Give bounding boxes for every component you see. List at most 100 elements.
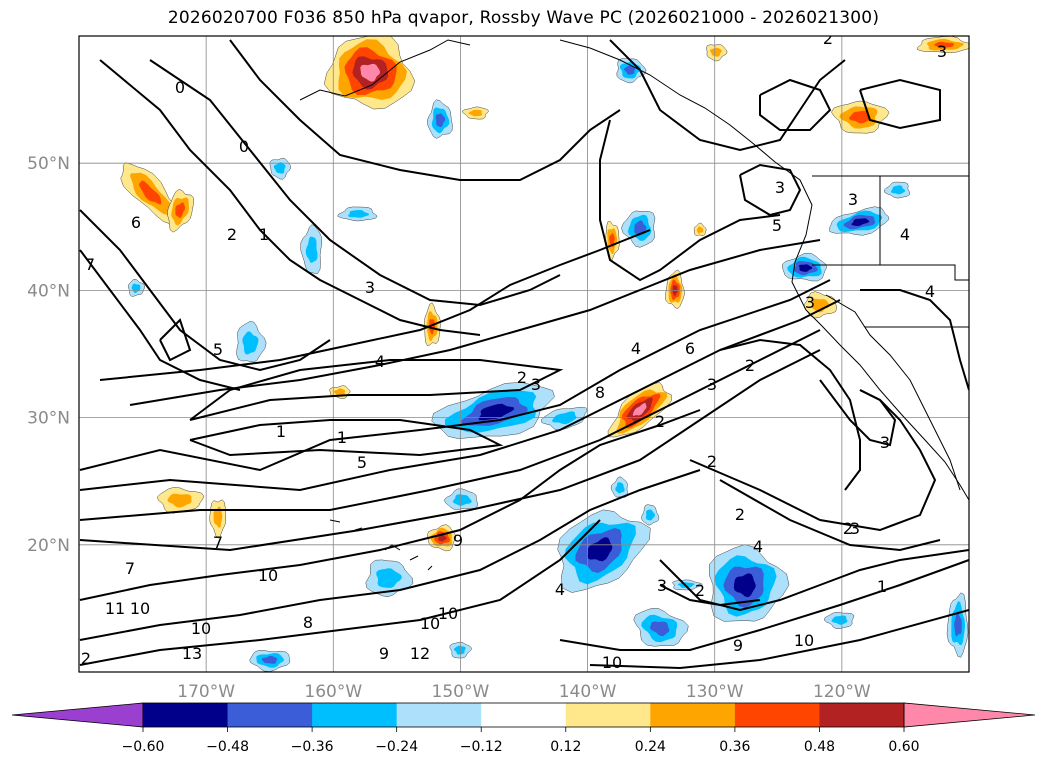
colorbar-segment bbox=[565, 703, 651, 727]
contour-label: 9 bbox=[453, 531, 463, 550]
contour-line bbox=[99, 59, 481, 336]
anomaly-patch bbox=[954, 612, 962, 637]
anomaly-patch bbox=[709, 47, 722, 57]
longitude-tick-label: 150°W bbox=[432, 682, 490, 702]
contour-line bbox=[129, 239, 821, 406]
anomaly-patch bbox=[454, 645, 466, 655]
contour-line bbox=[659, 549, 969, 612]
contour-label: 4 bbox=[753, 537, 763, 556]
anomaly-patch bbox=[934, 41, 954, 49]
anomaly-patch bbox=[478, 403, 515, 421]
contour-label: 2 bbox=[695, 581, 705, 600]
contour-line bbox=[79, 469, 701, 641]
anomaly-patch bbox=[615, 482, 625, 494]
contour-label: 2 bbox=[227, 225, 237, 244]
colorbar-tick-label: 0.36 bbox=[719, 739, 750, 755]
contour-label: 1 bbox=[337, 428, 347, 447]
contour-label: 10 bbox=[794, 631, 814, 650]
contour-label: 6 bbox=[131, 213, 141, 232]
longitude-tick-label: 170°W bbox=[177, 682, 235, 702]
colorbar-segment bbox=[481, 703, 567, 727]
contour-line bbox=[819, 379, 897, 447]
contour-line bbox=[759, 78, 832, 131]
contour-line bbox=[79, 409, 701, 601]
longitude-tick-label: 130°W bbox=[686, 682, 744, 702]
contour-label: 10 bbox=[438, 604, 458, 623]
colorbar-extend-max bbox=[903, 702, 1036, 728]
contour-line bbox=[79, 299, 841, 492]
anomaly-patch bbox=[139, 180, 162, 205]
contour-line bbox=[189, 419, 504, 457]
contour-label: 3 bbox=[880, 433, 890, 452]
contour-line bbox=[79, 329, 821, 521]
coastline bbox=[427, 565, 433, 571]
contour-label: 4 bbox=[925, 282, 935, 301]
contour-label: 1 bbox=[276, 422, 286, 441]
map-background bbox=[79, 36, 969, 672]
rossby-wave-contours bbox=[79, 39, 969, 670]
contour-label: 3 bbox=[657, 576, 667, 595]
anomaly-patch bbox=[851, 218, 870, 226]
anomaly-patch bbox=[587, 537, 613, 562]
contour-line bbox=[189, 359, 564, 421]
contour-label: 10 bbox=[420, 614, 440, 633]
contour-label: 10 bbox=[130, 599, 150, 618]
latitude-tick-label: 20°N bbox=[27, 536, 70, 556]
contour-line bbox=[79, 209, 331, 372]
anomaly-patch bbox=[261, 655, 278, 664]
contour-label: 3 bbox=[805, 293, 815, 312]
colorbar-tick-label: −0.48 bbox=[206, 739, 249, 755]
contour-label: 5 bbox=[772, 216, 782, 235]
gridlines bbox=[79, 36, 969, 672]
contour-label: 2 bbox=[745, 356, 755, 375]
anomaly-patch bbox=[348, 210, 370, 218]
contour-label: 3 bbox=[365, 278, 375, 297]
colorbar-tick-label: −0.24 bbox=[375, 739, 418, 755]
colorbar-tick-label: 0.24 bbox=[635, 739, 666, 755]
map-frame bbox=[78, 35, 970, 673]
anomaly-patch bbox=[273, 162, 286, 174]
anomaly-patch bbox=[360, 63, 381, 82]
anomaly-patch bbox=[438, 534, 447, 542]
coastline bbox=[329, 519, 341, 523]
contour-line bbox=[229, 39, 621, 181]
contour-label: 3 bbox=[937, 42, 947, 61]
contour-line bbox=[559, 559, 969, 651]
colorbar-segment bbox=[734, 703, 820, 727]
contour-line bbox=[149, 59, 561, 307]
anomaly-patch bbox=[696, 226, 704, 234]
anomaly-patch bbox=[849, 110, 870, 124]
coastline bbox=[299, 39, 471, 101]
anomaly-patch bbox=[175, 202, 186, 218]
contour-label: 8 bbox=[595, 383, 605, 402]
contour-label: 3 bbox=[848, 190, 858, 209]
latitude-labels: 20°N 30°N 40°N 50°N bbox=[27, 154, 70, 556]
latitude-tick-label: 50°N bbox=[27, 154, 70, 174]
contour-label: 4 bbox=[631, 339, 641, 358]
contour-line bbox=[609, 39, 846, 152]
contour-line bbox=[79, 249, 241, 391]
anomaly-patch bbox=[468, 109, 483, 117]
anomaly-patch bbox=[811, 298, 830, 313]
anomaly-patch bbox=[624, 65, 636, 75]
anomaly-patch bbox=[213, 506, 223, 528]
colorbar: −0.60 −0.48 −0.36 −0.24 −0.12 0.12 0.24 0.36 0.4… bbox=[11, 702, 1036, 755]
colorbar-segment bbox=[227, 703, 313, 727]
contour-line bbox=[719, 338, 861, 491]
contour-label: 4 bbox=[555, 580, 565, 599]
contour-label: 9 bbox=[379, 644, 389, 663]
anomaly-patch bbox=[305, 236, 318, 263]
contour-label: 10 bbox=[602, 653, 622, 672]
contour-label: 3 bbox=[850, 519, 860, 538]
contour-label: 2 bbox=[81, 649, 91, 668]
coastline bbox=[825, 294, 961, 491]
contour-label: 1 bbox=[259, 225, 269, 244]
anomaly-patch bbox=[435, 113, 446, 127]
chart-title: 2026020700 F036 850 hPa qvapor, Rossby W… bbox=[167, 8, 880, 28]
anomaly-patch bbox=[831, 615, 848, 625]
contour-line bbox=[739, 163, 802, 217]
anomaly-patch bbox=[376, 568, 402, 588]
anomaly-patch bbox=[632, 402, 647, 416]
